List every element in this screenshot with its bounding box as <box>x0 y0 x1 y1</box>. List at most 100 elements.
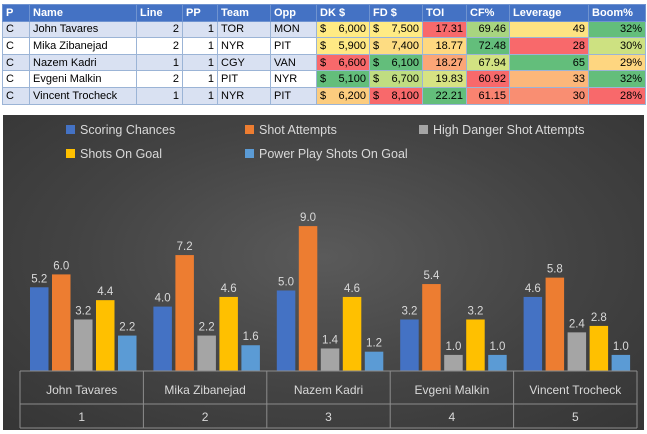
legend-item[interactable]: High Danger Shot Attempts <box>419 123 584 137</box>
cell-leverage[interactable]: 65 <box>509 53 589 72</box>
cell-line[interactable]: 2 <box>136 20 183 39</box>
cell-dk[interactable]: $6,000 <box>316 20 370 39</box>
cell-opp[interactable]: MON <box>270 20 317 39</box>
cell-boom[interactable]: 32% <box>588 70 646 88</box>
bar[interactable] <box>320 348 340 371</box>
bar[interactable] <box>241 345 260 371</box>
cell-pp[interactable]: 1 <box>182 86 218 105</box>
cell-fd[interactable]: $6,100 <box>369 53 423 72</box>
cell-opp[interactable]: VAN <box>270 53 317 72</box>
cell-toi[interactable]: 22.21 <box>422 86 467 105</box>
cell-team[interactable]: NYR <box>217 86 271 105</box>
cell-cf[interactable]: 61.15 <box>466 86 510 105</box>
cell-pos[interactable]: C <box>2 20 30 39</box>
bar[interactable] <box>30 287 49 371</box>
cell-pp[interactable]: 1 <box>182 70 218 88</box>
cell-opp[interactable]: PIT <box>270 86 317 105</box>
bar[interactable] <box>466 319 485 371</box>
cell-dk[interactable]: $5,100 <box>316 70 370 88</box>
legend-item[interactable]: Shot Attempts <box>245 123 337 137</box>
cell-cf[interactable]: 69.46 <box>466 20 510 39</box>
bar[interactable] <box>523 296 543 371</box>
bar[interactable] <box>197 335 216 371</box>
cell-line[interactable]: 1 <box>136 53 183 72</box>
cell-team[interactable]: TOR <box>217 20 271 39</box>
header-opp[interactable]: Opp <box>270 4 317 22</box>
bar[interactable] <box>52 274 71 371</box>
header-boom-pct[interactable]: Boom% <box>588 4 646 22</box>
bar[interactable] <box>589 325 609 371</box>
bar[interactable] <box>364 351 384 371</box>
bar[interactable] <box>175 255 194 371</box>
cell-name[interactable]: Evgeni Malkin <box>29 70 137 88</box>
bar[interactable] <box>153 306 172 371</box>
cell-pp[interactable]: 1 <box>182 37 218 55</box>
cell-dk[interactable]: $6,600 <box>316 53 370 72</box>
cell-line[interactable]: 1 <box>136 86 183 105</box>
cell-cf[interactable]: 67.94 <box>466 53 510 72</box>
header-position[interactable]: P <box>2 4 30 22</box>
cell-fd[interactable]: $6,700 <box>369 70 423 88</box>
bar[interactable] <box>342 296 362 371</box>
cell-pp[interactable]: 1 <box>182 20 218 39</box>
cell-team[interactable]: CGY <box>217 53 271 72</box>
cell-leverage[interactable]: 49 <box>509 20 589 39</box>
cell-pos[interactable]: C <box>2 53 30 72</box>
header-line[interactable]: Line <box>136 4 183 22</box>
cell-opp[interactable]: PIT <box>270 37 317 55</box>
cell-boom[interactable]: 32% <box>588 20 646 39</box>
bar[interactable] <box>422 284 441 371</box>
legend-item[interactable]: Shots On Goal <box>66 147 162 161</box>
cell-toi[interactable]: 17.31 <box>422 20 467 39</box>
cell-fd[interactable]: $8,100 <box>369 86 423 105</box>
cell-dk[interactable]: $6,200 <box>316 86 370 105</box>
cell-pos[interactable]: C <box>2 86 30 105</box>
bar[interactable] <box>74 319 93 371</box>
cell-name[interactable]: Mika Zibanejad <box>29 37 137 55</box>
cell-name[interactable]: Nazem Kadri <box>29 53 137 72</box>
cell-dk[interactable]: $5,900 <box>316 37 370 55</box>
bar[interactable] <box>219 296 238 371</box>
legend-item[interactable]: Power Play Shots On Goal <box>245 147 408 161</box>
cell-boom[interactable]: 30% <box>588 37 646 55</box>
header-pp[interactable]: PP <box>182 4 218 22</box>
header-cf-pct[interactable]: CF% <box>466 4 510 22</box>
cell-line[interactable]: 2 <box>136 70 183 88</box>
header-leverage[interactable]: Leverage <box>509 4 589 22</box>
header-toi[interactable]: TOI <box>422 4 467 22</box>
bar[interactable] <box>444 354 463 371</box>
cell-boom[interactable]: 28% <box>588 86 646 105</box>
cell-leverage[interactable]: 30 <box>509 86 589 105</box>
legend-item[interactable]: Scoring Chances <box>66 123 175 137</box>
bar[interactable] <box>567 332 587 371</box>
header-team[interactable]: Team <box>217 4 271 22</box>
cell-name[interactable]: John Tavares <box>29 20 137 39</box>
cell-fd[interactable]: $7,500 <box>369 20 423 39</box>
cell-fd[interactable]: $7,400 <box>369 37 423 55</box>
cell-opp[interactable]: NYR <box>270 70 317 88</box>
cell-pos[interactable]: C <box>2 37 30 55</box>
bar[interactable] <box>276 290 296 372</box>
bar[interactable] <box>488 354 507 371</box>
cell-pp[interactable]: 1 <box>182 53 218 72</box>
bar[interactable] <box>298 226 318 371</box>
cell-leverage[interactable]: 28 <box>509 37 589 55</box>
bar[interactable] <box>611 354 631 371</box>
bar[interactable] <box>96 300 115 371</box>
bar[interactable] <box>545 277 565 371</box>
bar[interactable] <box>400 319 419 371</box>
cell-toi[interactable]: 19.83 <box>422 70 467 88</box>
cell-toi[interactable]: 18.27 <box>422 53 467 72</box>
cell-line[interactable]: 2 <box>136 37 183 55</box>
cell-name[interactable]: Vincent Trocheck <box>29 86 137 105</box>
cell-cf[interactable]: 72.48 <box>466 37 510 55</box>
cell-toi[interactable]: 18.77 <box>422 37 467 55</box>
cell-team[interactable]: NYR <box>217 37 271 55</box>
cell-cf[interactable]: 60.92 <box>466 70 510 88</box>
cell-pos[interactable]: C <box>2 70 30 88</box>
header-name[interactable]: Name <box>29 4 137 22</box>
cell-boom[interactable]: 29% <box>588 53 646 72</box>
header-dk-salary[interactable]: DK $ <box>316 4 370 22</box>
header-fd-salary[interactable]: FD $ <box>369 4 423 22</box>
cell-leverage[interactable]: 33 <box>509 70 589 88</box>
